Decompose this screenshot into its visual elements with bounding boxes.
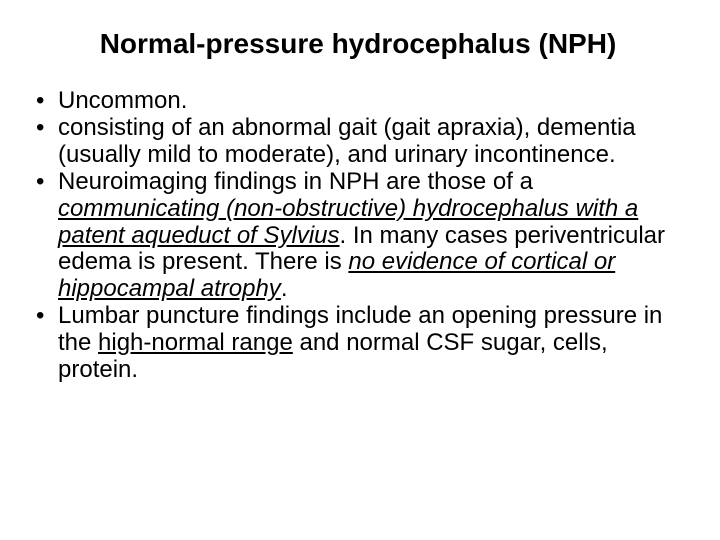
bullet-text: consisting of an abnormal gait (gait apr…: [58, 114, 636, 168]
bullet-text-underline: high-normal range: [98, 329, 293, 356]
slide-title: Normal-pressure hydrocephalus (NPH): [30, 28, 686, 60]
bullet-item: Neuroimaging findings in NPH are those o…: [30, 169, 686, 303]
bullet-text: Neuroimaging findings in NPH are those o…: [58, 168, 533, 195]
bullet-item: consisting of an abnormal gait (gait apr…: [30, 115, 686, 169]
slide: Normal-pressure hydrocephalus (NPH) Unco…: [0, 0, 720, 540]
bullet-item: Lumbar puncture findings include an open…: [30, 303, 686, 384]
bullet-list: Uncommon. consisting of an abnormal gait…: [30, 88, 686, 384]
bullet-text: .: [281, 275, 288, 302]
bullet-item: Uncommon.: [30, 88, 686, 115]
bullet-text: Uncommon.: [58, 87, 187, 114]
